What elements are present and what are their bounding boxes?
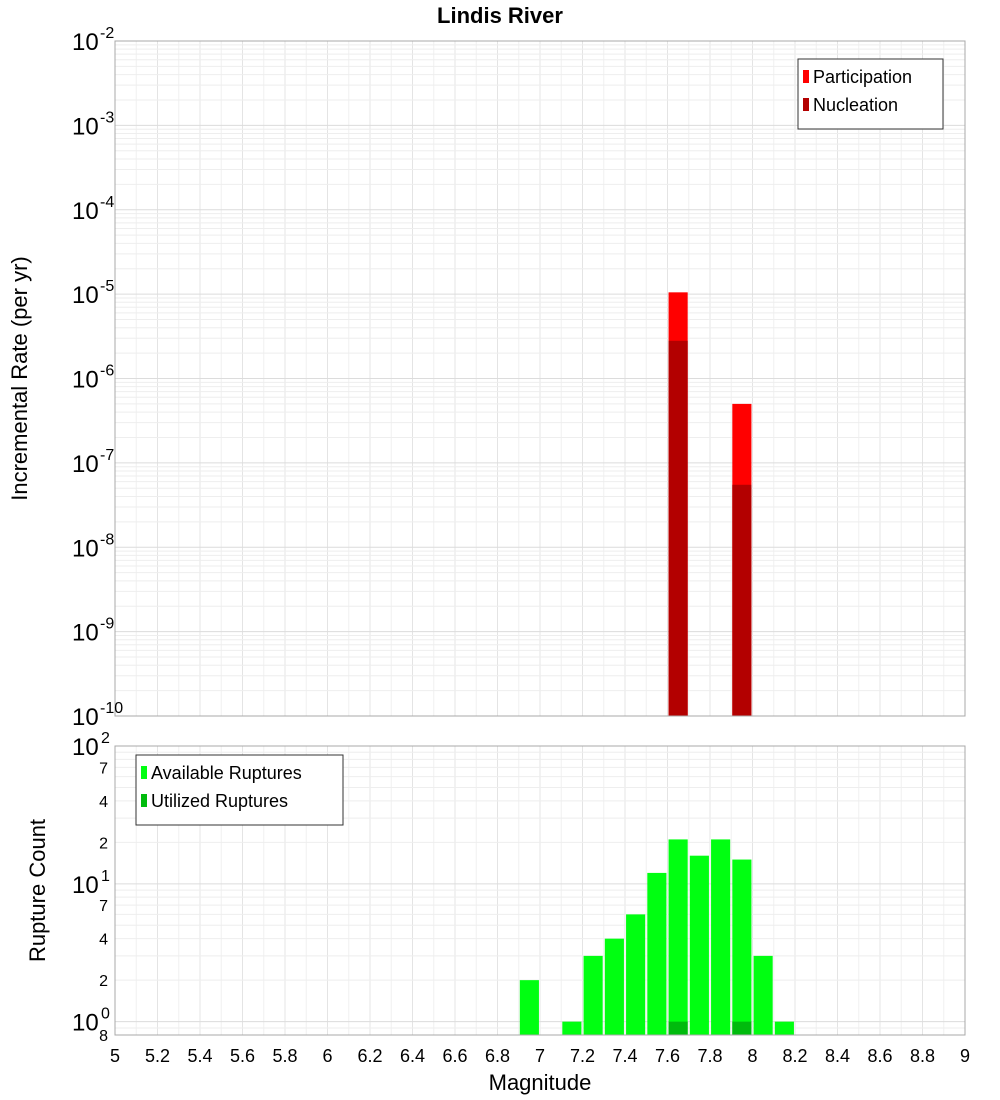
x-tick-label: 9	[960, 1046, 970, 1066]
y-tick-exponent: -9	[100, 616, 114, 633]
y-tick-label: 10	[72, 620, 99, 647]
y-minor-tick-label: 7	[99, 898, 108, 915]
y-tick-exponent: -8	[100, 531, 114, 548]
legend-swatch	[141, 794, 147, 807]
bar-utilized-ruptures	[668, 1021, 688, 1035]
rate-panel: 10-210-310-410-510-610-710-810-910-10 In…	[7, 25, 966, 731]
y-minor-tick-label: 8	[99, 1028, 108, 1045]
y-tick-exponent: -7	[100, 447, 114, 464]
y-tick-label: 10	[72, 29, 99, 56]
legend-label: Available Ruptures	[151, 763, 302, 783]
x-tick-label: 5	[110, 1046, 120, 1066]
x-tick-label: 6.4	[400, 1046, 425, 1066]
legend-swatch	[803, 70, 809, 83]
x-tick-label: 7	[535, 1046, 545, 1066]
y-tick-label: 10	[72, 367, 99, 394]
x-tick-label: 8.8	[910, 1046, 935, 1066]
rate-y-ticks: 10-210-310-410-510-610-710-810-910-10	[72, 25, 123, 731]
y-minor-tick-label: 7	[99, 760, 108, 777]
x-tick-label: 8.6	[867, 1046, 892, 1066]
bar-available-ruptures	[519, 980, 539, 1035]
legend-label: Nucleation	[813, 95, 898, 115]
x-tick-label: 6.2	[357, 1046, 382, 1066]
x-tick-label: 7.4	[612, 1046, 637, 1066]
y-tick-exponent: -5	[100, 278, 114, 295]
x-tick-label: 6.6	[442, 1046, 467, 1066]
rate-plot-frame	[114, 40, 966, 717]
y-minor-tick-label: 4	[99, 932, 108, 949]
y-tick-exponent: 1	[101, 868, 110, 885]
y-tick-exponent: -6	[100, 363, 114, 380]
count-bars	[519, 839, 794, 1035]
x-tick-label: 8.4	[825, 1046, 850, 1066]
bar-available-ruptures	[583, 955, 603, 1035]
rate-legend: Participation Nucleation	[797, 58, 944, 130]
bar-nucleation	[668, 340, 688, 716]
y-tick-label: 10	[72, 734, 99, 761]
y-tick-label: 10	[72, 1010, 99, 1037]
x-tick-label: 5.4	[187, 1046, 212, 1066]
x-tick-label: 7.8	[697, 1046, 722, 1066]
y-tick-label: 10	[72, 113, 99, 140]
rate-grid	[114, 40, 966, 717]
x-tick-label: 5.6	[230, 1046, 255, 1066]
y-tick-label: 10	[72, 872, 99, 899]
y-minor-tick-label: 2	[99, 973, 108, 990]
x-tick-label: 6	[322, 1046, 332, 1066]
x-tick-label: 8.2	[782, 1046, 807, 1066]
legend-swatch	[803, 98, 809, 111]
x-axis-ticks: 5 5.2 5.4 5.6 5.8 6 6.2 6.4 6.6 6.8 7 7.2 7.4 7.6 7.8 8…	[110, 1046, 970, 1066]
rate-bars	[668, 292, 752, 716]
bar-available-ruptures	[562, 1021, 582, 1035]
x-tick-label: 7.6	[655, 1046, 680, 1066]
y-tick-exponent: -10	[100, 700, 123, 717]
legend-label: Utilized Ruptures	[151, 791, 288, 811]
bar-available-ruptures	[774, 1021, 794, 1035]
count-y-axis-label: Rupture Count	[25, 819, 50, 962]
bar-available-ruptures	[626, 914, 646, 1035]
bar-utilized-ruptures	[732, 1021, 752, 1035]
x-tick-label: 5.2	[145, 1046, 170, 1066]
bar-available-ruptures	[689, 855, 709, 1035]
legend-box	[135, 754, 344, 826]
x-tick-label: 7.2	[570, 1046, 595, 1066]
count-plot-frame	[114, 745, 966, 1036]
bar-available-ruptures	[732, 859, 752, 1035]
y-minor-tick-label: 2	[99, 835, 108, 852]
y-tick-label: 10	[72, 451, 99, 478]
x-tick-label: 8	[747, 1046, 757, 1066]
rate-y-axis-label: Incremental Rate (per yr)	[7, 256, 32, 501]
y-tick-exponent: 2	[101, 730, 110, 747]
bar-available-ruptures	[604, 938, 624, 1035]
bar-available-ruptures	[711, 839, 731, 1035]
legend-swatch	[141, 766, 147, 779]
y-tick-label: 10	[72, 535, 99, 562]
bar-available-ruptures	[668, 839, 688, 1035]
chart-title: Lindis River	[437, 3, 563, 28]
y-tick-exponent: -4	[100, 194, 114, 211]
y-tick-label: 10	[72, 198, 99, 225]
bar-available-ruptures	[753, 955, 773, 1035]
x-tick-label: 5.8	[272, 1046, 297, 1066]
y-tick-label: 10	[72, 282, 99, 309]
x-axis-label: Magnitude	[489, 1070, 592, 1095]
legend-label: Participation	[813, 67, 912, 87]
bar-available-ruptures	[647, 872, 667, 1035]
y-tick-exponent: -2	[100, 25, 114, 42]
bar-nucleation	[732, 484, 752, 716]
count-legend: Available Ruptures Utilized Ruptures	[135, 754, 344, 826]
legend-box	[797, 58, 944, 130]
y-tick-exponent: 0	[101, 1006, 110, 1023]
y-tick-label: 10	[72, 704, 99, 731]
y-tick-exponent: -3	[100, 109, 114, 126]
x-tick-label: 6.8	[485, 1046, 510, 1066]
y-minor-tick-label: 4	[99, 794, 108, 811]
